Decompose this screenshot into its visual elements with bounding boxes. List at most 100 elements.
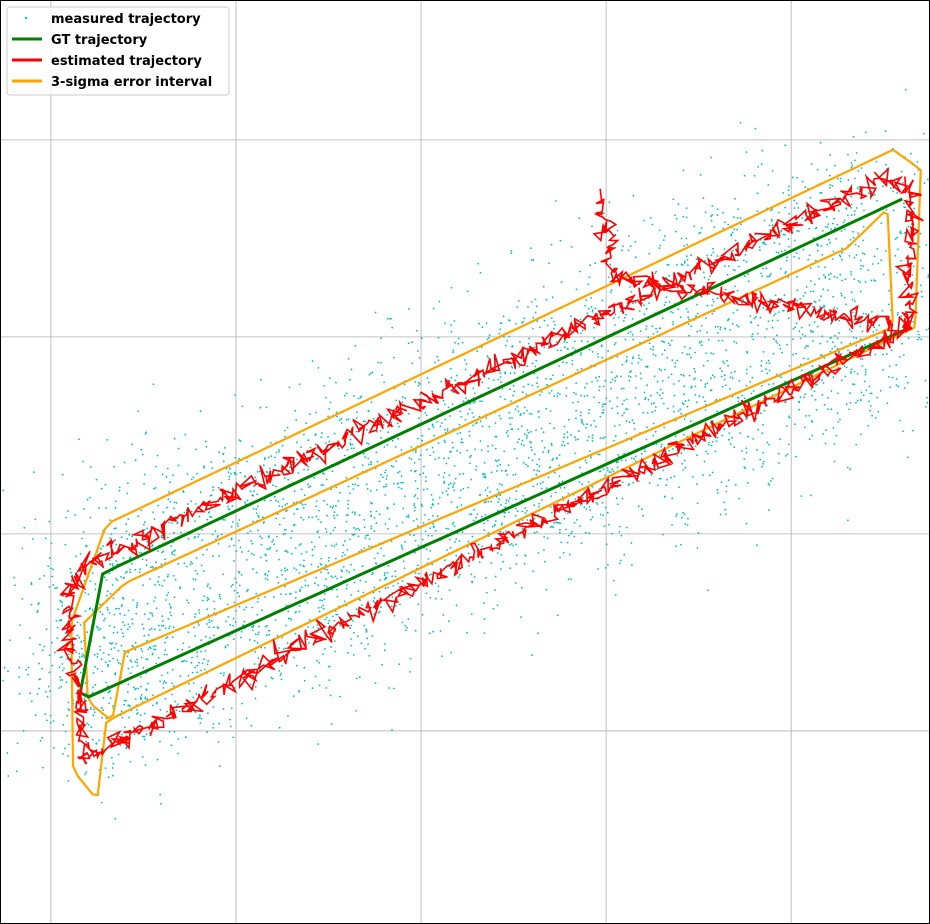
measured-point <box>400 544 403 547</box>
measured-point <box>115 578 117 580</box>
measured-point <box>487 450 489 453</box>
measured-point <box>685 308 688 310</box>
measured-point <box>901 342 903 345</box>
measured-point <box>787 317 790 320</box>
measured-point <box>313 546 316 548</box>
measured-point <box>93 711 96 714</box>
measured-point <box>853 159 856 162</box>
measured-point <box>767 320 770 323</box>
measured-point <box>217 486 220 489</box>
measured-point <box>801 217 804 220</box>
measured-point <box>632 481 635 484</box>
measured-point <box>794 239 796 242</box>
measured-point <box>796 276 798 278</box>
measured-point <box>409 657 412 660</box>
measured-point <box>89 466 92 468</box>
measured-point <box>804 393 806 396</box>
measured-point <box>270 676 273 679</box>
measured-point <box>543 319 546 322</box>
measured-point <box>388 687 390 689</box>
measured-point <box>599 513 602 516</box>
measured-point <box>466 449 469 452</box>
measured-point <box>220 481 223 484</box>
measured-point <box>541 440 544 442</box>
measured-point <box>862 265 865 267</box>
measured-point <box>549 422 551 425</box>
measured-point <box>684 523 687 525</box>
measured-point <box>742 299 744 301</box>
measured-point <box>698 232 700 235</box>
measured-point <box>64 543 67 546</box>
measured-point <box>139 568 142 571</box>
measured-point <box>371 502 374 505</box>
measured-point <box>756 210 759 213</box>
measured-point <box>287 610 290 613</box>
measured-point <box>61 601 64 604</box>
measured-point <box>705 352 707 355</box>
measured-point <box>568 553 571 556</box>
measured-point <box>706 304 709 307</box>
measured-point <box>713 376 716 378</box>
measured-point <box>864 343 866 346</box>
measured-point <box>303 666 306 669</box>
measured-point <box>143 735 146 738</box>
measured-point <box>107 776 110 779</box>
measured-point <box>614 376 617 379</box>
measured-point <box>157 504 159 507</box>
measured-point <box>282 517 285 520</box>
measured-point <box>494 575 497 578</box>
measured-point <box>654 354 657 357</box>
measured-point <box>161 584 164 587</box>
measured-point <box>444 418 446 421</box>
measured-point <box>397 482 400 484</box>
measured-point <box>194 578 197 581</box>
measured-point <box>233 544 235 547</box>
measured-point <box>101 613 104 616</box>
measured-point <box>640 359 643 361</box>
measured-point <box>303 468 305 471</box>
measured-point <box>387 586 389 589</box>
measured-point <box>710 254 713 256</box>
measured-point <box>523 412 525 415</box>
measured-point <box>570 330 573 332</box>
measured-point <box>580 367 583 370</box>
measured-point <box>504 371 506 374</box>
measured-point <box>548 262 550 265</box>
measured-point <box>373 517 376 519</box>
measured-point <box>335 543 338 546</box>
measured-point <box>27 673 29 676</box>
measured-point <box>339 491 341 494</box>
measured-point <box>900 259 902 262</box>
measured-point <box>298 383 301 386</box>
measured-point <box>320 606 323 608</box>
measured-point <box>796 299 799 302</box>
measured-point <box>122 621 124 624</box>
measured-point <box>861 365 864 367</box>
measured-point <box>815 384 817 386</box>
measured-point <box>863 380 866 383</box>
measured-point <box>252 507 255 510</box>
measured-point <box>674 435 677 438</box>
measured-point <box>127 704 130 706</box>
measured-point <box>222 452 225 455</box>
measured-point <box>466 290 469 293</box>
measured-point <box>385 469 387 472</box>
measured-point <box>841 258 843 261</box>
measured-point <box>573 340 576 343</box>
measured-point <box>46 695 49 698</box>
measured-point <box>449 547 452 549</box>
measured-point <box>612 317 615 320</box>
measured-point <box>218 722 221 725</box>
measured-point <box>652 353 655 356</box>
measured-point <box>859 267 862 270</box>
measured-point <box>147 618 150 620</box>
measured-point <box>926 401 929 404</box>
measured-point <box>229 725 232 728</box>
measured-point <box>82 531 85 533</box>
measured-point <box>410 446 413 448</box>
measured-point <box>353 581 356 584</box>
measured-point <box>862 226 865 228</box>
measured-point <box>499 376 502 378</box>
measured-point <box>284 435 286 438</box>
measured-point <box>263 458 266 461</box>
